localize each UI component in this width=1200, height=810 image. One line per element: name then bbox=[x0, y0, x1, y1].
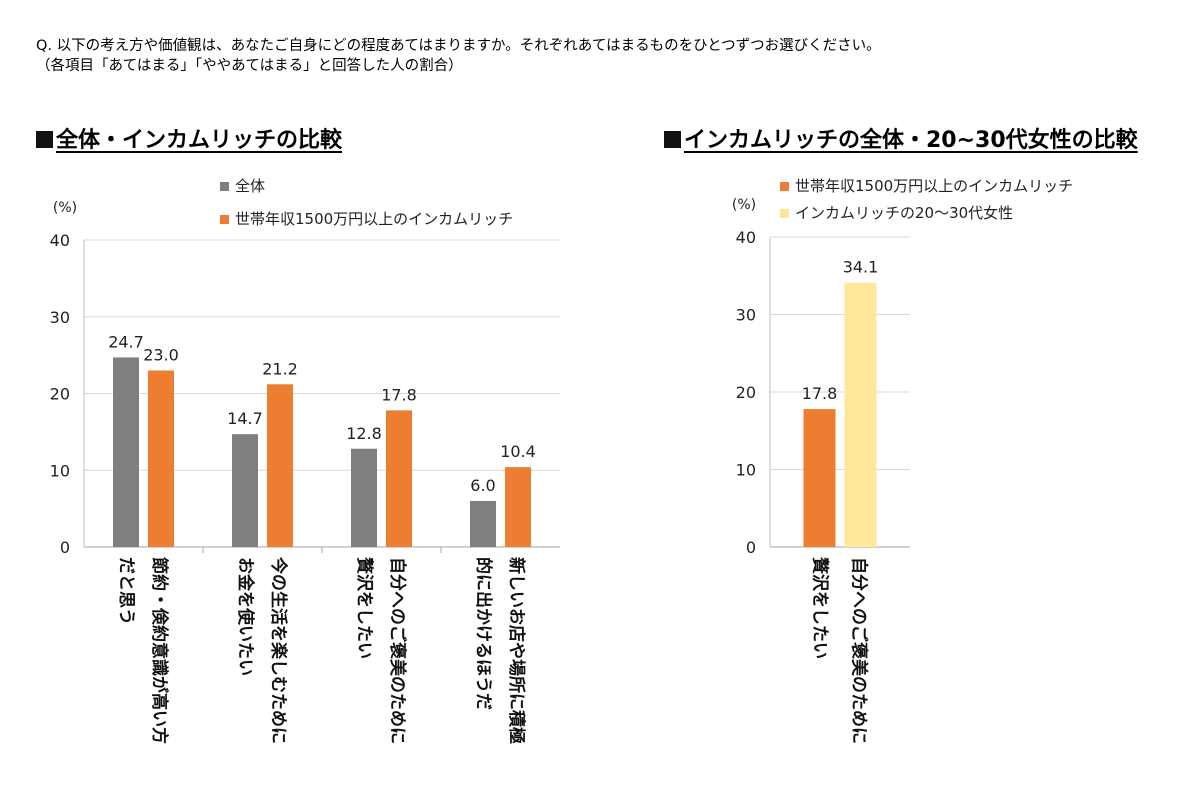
chart1-legend-swatch bbox=[220, 182, 229, 191]
chart1-y-unit-label: (%) bbox=[53, 200, 77, 216]
chart1-data-label: 21.2 bbox=[262, 359, 298, 378]
chart1-bar bbox=[148, 370, 174, 547]
chart2-y-tick-label: 20 bbox=[736, 383, 756, 402]
question-note: （各項目「あてはまる」「ややあてはまる」と回答した人の割合） bbox=[36, 58, 463, 74]
question-header: Q. 以下の考え方や価値観は、あなたご自身にどの程度あてはまりますか。それぞれあ… bbox=[36, 36, 881, 76]
chart1-bar bbox=[267, 384, 293, 547]
chart1-y-tick-label: 10 bbox=[50, 461, 70, 480]
chart1-data-label: 23.0 bbox=[143, 345, 179, 364]
chart1-bar bbox=[351, 448, 377, 547]
chart1-data-label: 6.0 bbox=[470, 476, 495, 495]
question-text: Q. 以下の考え方や価値観は、あなたご自身にどの程度あてはまりますか。それぞれあ… bbox=[36, 38, 881, 54]
chart2-data-label: 34.1 bbox=[843, 258, 879, 277]
chart2-y-unit-label: (%) bbox=[732, 197, 756, 213]
chart1-bar bbox=[113, 357, 139, 547]
chart2-y-tick-label: 40 bbox=[736, 228, 756, 247]
chart1-legend-label: 世帯年収1500万円以上のインカムリッチ bbox=[235, 210, 513, 228]
chart2-y-tick-label: 30 bbox=[736, 306, 756, 325]
chart1-data-label: 24.7 bbox=[108, 332, 144, 351]
chart2-y-tick-label: 10 bbox=[736, 461, 756, 480]
chart1-legend-swatch bbox=[220, 215, 229, 224]
chart2-title-text: インカムリッチの全体・20~30代女性の比較 bbox=[684, 128, 1138, 153]
chart1-category-label: だと思う bbox=[116, 557, 136, 625]
chart2-bar bbox=[844, 282, 877, 547]
chart1-y-tick-label: 30 bbox=[50, 308, 70, 327]
chart1-category-label: 贅沢をしたい bbox=[354, 557, 375, 659]
chart1-data-label: 10.4 bbox=[500, 442, 536, 461]
chart1-category-label: お金を使いたい bbox=[235, 557, 256, 676]
chart1-title-text: 全体・インカムリッチの比較 bbox=[56, 128, 343, 153]
chart2-category-label: 贅沢をしたい bbox=[810, 557, 831, 659]
title-square-marker bbox=[36, 131, 53, 148]
chart1-bar bbox=[505, 467, 531, 547]
chart1-y-tick-label: 40 bbox=[50, 231, 70, 250]
title-square-marker bbox=[664, 131, 681, 148]
chart2-legend-swatch bbox=[780, 182, 789, 191]
chart2-title: インカムリッチの全体・20~30代女性の比較 bbox=[664, 122, 1138, 154]
chart1-bar bbox=[232, 434, 258, 547]
chart2-y-tick-label: 0 bbox=[746, 538, 756, 557]
chart1-legend-label: 全体 bbox=[235, 177, 265, 195]
chart1-y-tick-label: 0 bbox=[60, 538, 70, 557]
chart1-category-label: 自分へのご褒美のために bbox=[387, 557, 408, 744]
chart1-category-label: 新しいお店や場所に積極 bbox=[506, 557, 527, 744]
chart1-category-label: 今の生活を楽しむために bbox=[268, 557, 289, 744]
chart1-data-label: 17.8 bbox=[381, 385, 417, 404]
chart1-bar bbox=[470, 500, 496, 547]
chart2-legend-label: インカムリッチの20〜30代女性 bbox=[795, 204, 1013, 222]
chart2-category-label: 自分へのご褒美のために bbox=[849, 557, 870, 744]
chart2-bar bbox=[803, 409, 836, 547]
chart1-category-label: 節約・倹約意識が高い方 bbox=[149, 556, 170, 744]
chart2-legend-swatch bbox=[780, 209, 789, 218]
chart1-data-label: 14.7 bbox=[227, 409, 263, 428]
chart1-y-tick-label: 20 bbox=[50, 385, 70, 404]
chart1-category-label: 的に出かけるほうだ bbox=[473, 557, 494, 710]
chart1-title: 全体・インカムリッチの比較 bbox=[36, 122, 342, 154]
chart1-bar bbox=[386, 410, 412, 547]
chart1-data-label: 12.8 bbox=[346, 424, 382, 443]
chart2-legend-label: 世帯年収1500万円以上のインカムリッチ bbox=[795, 177, 1073, 195]
chart2-data-label: 17.8 bbox=[802, 384, 838, 403]
